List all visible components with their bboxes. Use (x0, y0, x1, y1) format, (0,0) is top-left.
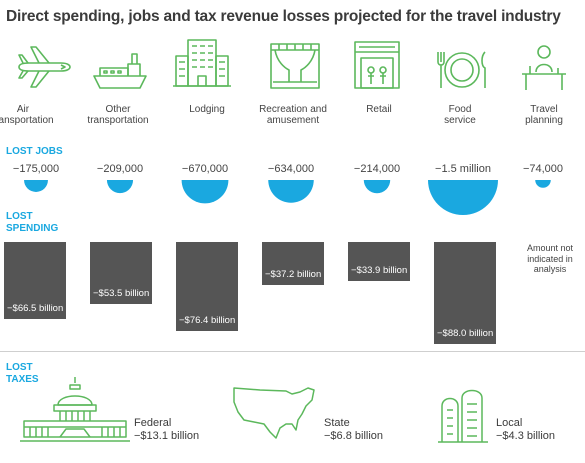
spending-bar (176, 242, 238, 331)
chart-title: Direct spending, jobs and tax revenue lo… (6, 8, 561, 25)
jobs-bubble (363, 180, 391, 194)
jobs-bubbles (24, 180, 551, 215)
category-label-other-transport: Other transportation (87, 104, 149, 126)
category-label-retail: Retail (366, 104, 392, 115)
jobs-label-travel-planning: −74,000 (522, 163, 564, 175)
store-icon (354, 41, 400, 89)
plate-icon (437, 51, 486, 88)
spending-bar (434, 242, 496, 345)
tax-local-label: Local −$4.3 billion (496, 417, 556, 442)
jobs-bubble (428, 180, 498, 215)
lost-taxes-heading: LOST TAXES (6, 362, 39, 385)
jobs-label-recreation: −634,000 (267, 163, 315, 175)
theater-icon (270, 43, 320, 89)
category-label-recreation: Recreation and amusement (259, 104, 327, 126)
category-label-air: Airtransportation (0, 104, 54, 126)
jobs-label-lodging: −670,000 (181, 163, 229, 175)
city-buildings-icon (438, 389, 488, 443)
jobs-bubble (268, 180, 314, 203)
spending-value-label: −$66.5 billion (7, 303, 64, 315)
jobs-bubble (535, 180, 551, 188)
usa-map-icon (233, 387, 315, 439)
spending-bar (262, 242, 324, 286)
spending-bar (90, 242, 152, 305)
spending-value-label: −$33.9 billion (351, 265, 408, 277)
category-icons (0, 38, 585, 98)
jobs-label-food: −1.5 million (435, 163, 491, 175)
jobs-label-air: −175,000 (12, 163, 60, 175)
category-label-travel-planning: Travel planning (525, 104, 563, 126)
spending-bar (4, 242, 66, 320)
jobs-bubble (181, 180, 229, 204)
spending-value-label: −$88.0 billion (437, 328, 494, 340)
tax-state-label: State −$6.8 billion (324, 417, 384, 442)
category-label-food: Food service (444, 104, 476, 126)
spending-value-label: −$37.2 billion (265, 269, 322, 281)
category-label-lodging: Lodging (189, 104, 225, 115)
lost-jobs-heading: LOST JOBS (6, 146, 63, 157)
section-divider (0, 351, 585, 352)
spending-bar (348, 242, 410, 282)
jobs-label-other-transport: −209,000 (96, 163, 144, 175)
airplane-icon (18, 46, 71, 88)
jobs-bubble (106, 180, 134, 194)
desk-icon (522, 45, 566, 90)
capitol-icon (20, 377, 130, 442)
travel-planning-note: Amount not indicated in analysis (526, 243, 574, 274)
spending-value-label: −$76.4 billion (179, 314, 236, 326)
jobs-bubble (24, 180, 48, 192)
spending-value-label: −$53.5 billion (93, 288, 150, 300)
tax-federal-label: Federal −$13.1 billion (134, 417, 200, 442)
lost-spending-heading: LOST SPENDING (6, 211, 59, 234)
ship-icon (93, 53, 147, 89)
jobs-label-retail: −214,000 (353, 163, 401, 175)
hotel-icon (173, 39, 231, 87)
